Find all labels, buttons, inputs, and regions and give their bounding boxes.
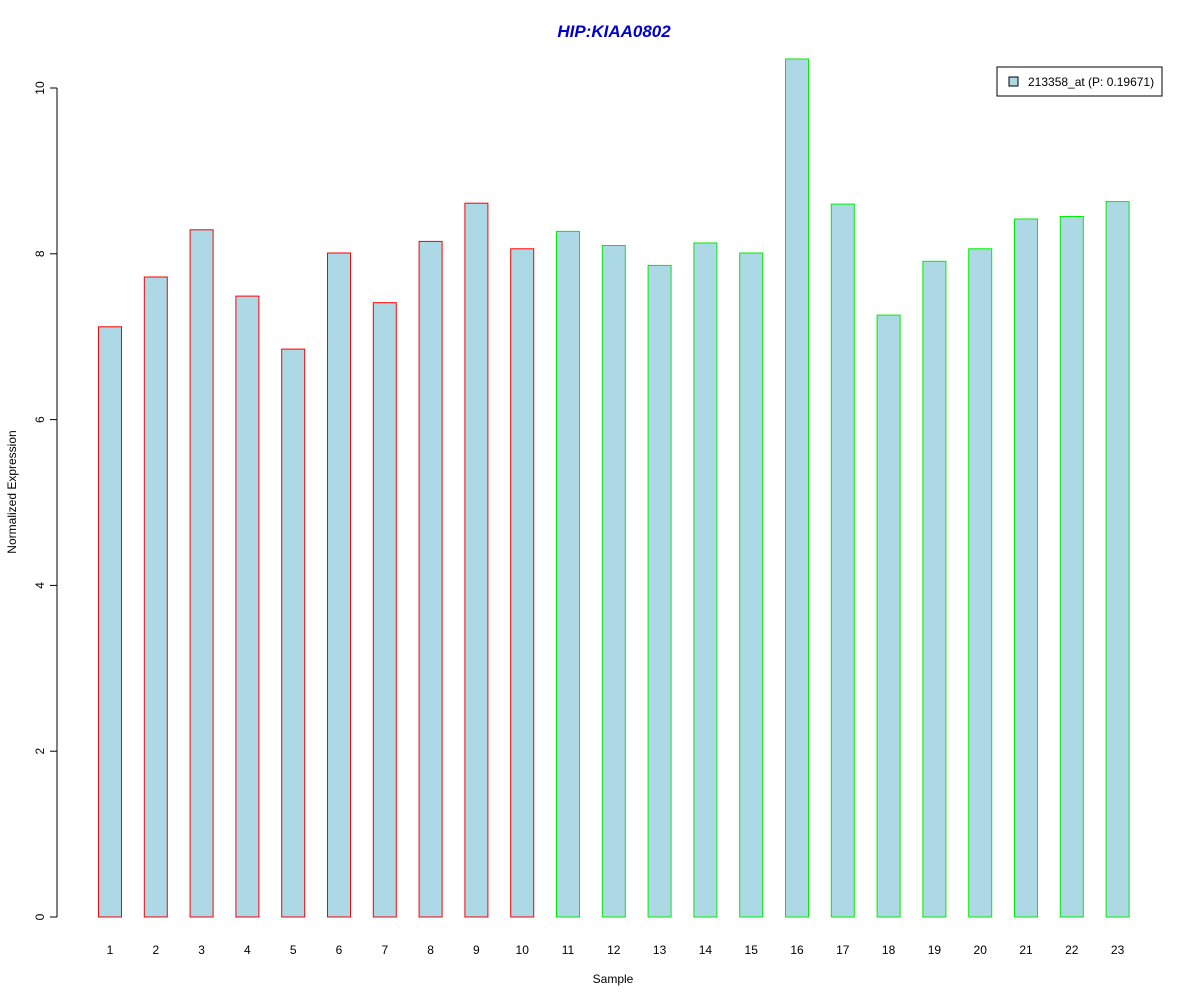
legend: 213358_at (P: 0.19671) — [996, 66, 1163, 97]
bar-sample-9 — [464, 202, 489, 918]
x-tick-label: 16 — [790, 943, 804, 957]
bar-sample-16 — [785, 58, 809, 918]
x-tick-label: 21 — [1019, 943, 1033, 957]
y-tick-label: 4 — [33, 582, 47, 589]
x-tick-label: 12 — [607, 943, 621, 957]
x-tick-label: 23 — [1111, 943, 1125, 957]
bar-sample-11 — [556, 230, 580, 918]
x-tick-label: 17 — [836, 943, 850, 957]
bar-sample-19 — [922, 260, 947, 918]
legend-box — [996, 66, 1163, 97]
x-tick-label: 11 — [562, 943, 575, 957]
y-tick-label: 8 — [33, 250, 47, 257]
x-tick-label: 19 — [928, 943, 942, 957]
bar-sample-18 — [876, 314, 901, 918]
x-tick-label: 2 — [152, 943, 159, 957]
bar-sample-2 — [143, 276, 168, 918]
x-tick-label: 4 — [244, 943, 251, 957]
bar-sample-15 — [739, 252, 764, 918]
bar-sample-10 — [510, 248, 535, 918]
x-tick-label: 9 — [473, 943, 480, 957]
bars — [98, 58, 1130, 918]
bar-sample-22 — [1059, 216, 1084, 918]
bar-sample-4 — [235, 295, 260, 918]
y-axis: 0 2 4 6 8 10 — [33, 81, 58, 920]
x-tick-label: 13 — [653, 943, 667, 957]
x-tick-label: 18 — [882, 943, 896, 957]
x-tick-label: 10 — [516, 943, 530, 957]
bar-sample-23 — [1105, 201, 1130, 918]
y-tick-label: 2 — [33, 748, 47, 755]
bar-sample-7 — [372, 302, 397, 918]
y-axis-label: Normalized Expression — [5, 430, 19, 553]
x-tick-labels: 1 2 3 4 5 6 7 8 9 10 11 12 13 14 15 16 17 18 19 20 21 22 23 — [107, 943, 1125, 957]
bar-sample-17 — [830, 203, 855, 918]
bar-sample-13 — [647, 264, 672, 918]
bar-sample-6 — [327, 252, 351, 918]
bar-sample-12 — [601, 245, 626, 918]
bar-sample-8 — [418, 240, 443, 918]
y-tick-label: 0 — [33, 913, 47, 920]
x-tick-label: 20 — [974, 943, 988, 957]
bar-sample-3 — [189, 229, 214, 918]
x-tick-label: 15 — [745, 943, 759, 957]
bar-sample-21 — [1014, 218, 1038, 918]
x-tick-label: 5 — [290, 943, 297, 957]
y-tick-label: 10 — [33, 81, 47, 95]
x-tick-label: 22 — [1065, 943, 1079, 957]
x-tick-label: 8 — [427, 943, 434, 957]
legend-swatch — [1008, 76, 1019, 87]
bar-sample-20 — [968, 248, 993, 918]
chart-title: HIP:KIAA0802 — [557, 22, 671, 41]
x-tick-label: 7 — [381, 943, 388, 957]
bar-sample-1 — [98, 326, 122, 918]
bar-sample-14 — [693, 242, 718, 918]
x-tick-label: 6 — [336, 943, 343, 957]
x-axis-label: Sample — [593, 972, 634, 986]
x-tick-label: 14 — [699, 943, 713, 957]
bar-sample-5 — [281, 348, 306, 918]
x-tick-label: 1 — [107, 943, 114, 957]
legend-series-label: 213358_at (P: 0.19671) — [1028, 75, 1154, 89]
y-tick-label: 6 — [33, 416, 47, 423]
x-tick-label: 3 — [198, 943, 205, 957]
